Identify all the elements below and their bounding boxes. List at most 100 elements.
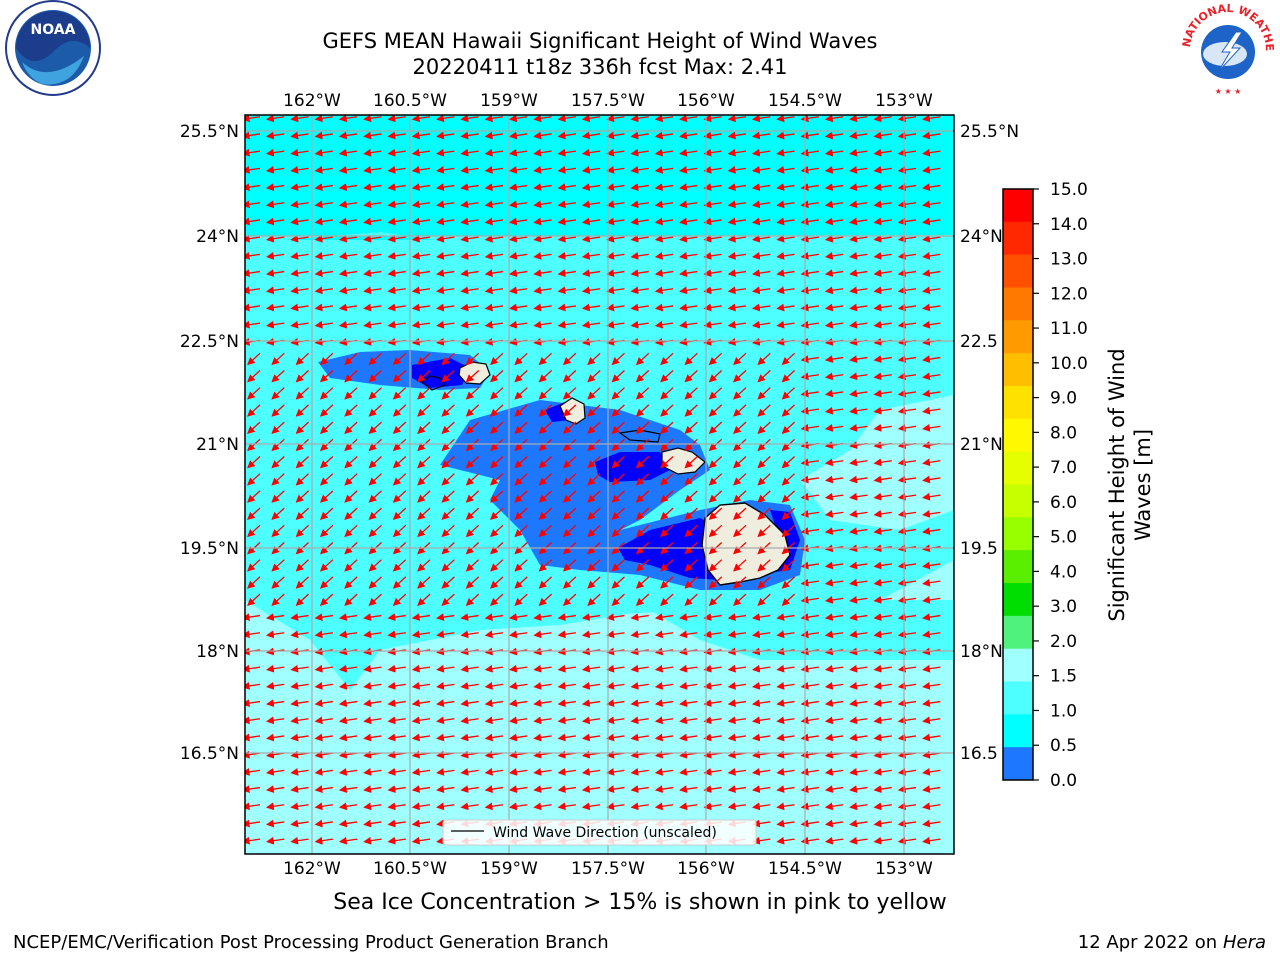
wind-wave-arrow: [873, 424, 892, 432]
lon-label-bottom: 162°W: [283, 859, 341, 879]
wind-wave-arrow: [679, 148, 698, 157]
wind-wave-arrow: [484, 148, 504, 157]
wind-wave-arrow: [849, 389, 868, 398]
wind-wave-arrow: [441, 387, 455, 400]
wind-wave-arrow: [387, 286, 406, 295]
wind-wave-arrow: [873, 269, 892, 277]
wind-wave-arrow: [897, 200, 917, 209]
wind-wave-arrow: [266, 716, 285, 725]
wind-wave-arrow: [245, 234, 261, 243]
wind-wave-arrow: [465, 559, 480, 572]
wind-wave-arrow: [509, 166, 528, 174]
wind-wave-arrow: [630, 200, 649, 209]
wind-wave-arrow: [387, 166, 406, 174]
wind-wave-arrow: [679, 115, 698, 123]
wind-wave-arrow: [922, 510, 941, 518]
wind-wave-arrow: [849, 596, 868, 604]
wind-wave-arrow: [387, 148, 406, 157]
wind-wave-arrow: [319, 370, 334, 383]
wind-wave-arrow: [581, 286, 601, 295]
wind-wave-arrow: [411, 286, 431, 295]
colorbar-segment: [1003, 418, 1033, 453]
wind-wave-arrow: [733, 438, 747, 452]
wind-wave-arrow: [295, 490, 310, 503]
wind-wave-arrow: [897, 596, 917, 604]
wind-wave-arrow: [266, 320, 285, 329]
wind-wave-arrow: [290, 716, 309, 725]
wind-wave-arrow: [824, 699, 844, 707]
wind-wave-arrow: [557, 682, 576, 690]
wind-wave-arrow: [441, 352, 455, 366]
wind-wave-arrow: [635, 404, 650, 417]
lon-label-bottom: 154.5°W: [768, 859, 842, 879]
colorbar-tick-label: 12.0: [1050, 284, 1088, 304]
wind-wave-arrow: [514, 370, 528, 383]
wind-wave-arrow: [271, 421, 285, 434]
wind-wave-arrow: [392, 404, 407, 417]
wind-wave-arrow: [635, 421, 650, 434]
wind-wave-arrow: [417, 352, 431, 366]
wind-wave-arrow: [387, 733, 406, 742]
wind-wave-arrow: [509, 217, 528, 226]
wind-wave-arrow: [314, 733, 333, 742]
wind-wave-arrow: [752, 131, 771, 140]
lon-label-top: 153°W: [875, 91, 933, 111]
wind-wave-arrow: [266, 200, 285, 209]
wind-wave-arrow: [509, 733, 528, 742]
wind-wave-arrow: [752, 148, 771, 157]
wind-wave-arrow: [387, 630, 406, 639]
wind-wave-arrow: [684, 352, 698, 366]
wind-wave-arrow: [635, 352, 650, 366]
wind-wave-arrow: [606, 166, 625, 174]
wind-wave-arrow: [514, 421, 528, 434]
wind-wave-arrow: [363, 148, 382, 157]
wind-wave-arrow: [630, 269, 649, 277]
wind-wave-arrow: [417, 438, 431, 452]
wind-wave-arrow: [703, 286, 722, 295]
wind-wave-arrow: [679, 716, 698, 725]
wind-wave-arrow: [557, 131, 576, 140]
wind-wave-arrow: [752, 613, 771, 621]
wind-wave-arrow: [245, 286, 261, 295]
wind-wave-arrow: [411, 131, 431, 140]
lat-label-right: 19.5: [960, 539, 998, 559]
wind-wave-arrow: [557, 148, 576, 157]
wind-wave-arrow: [266, 131, 285, 140]
wind-wave-arrow: [581, 716, 601, 725]
wind-wave-arrow: [290, 613, 309, 621]
wind-wave-arrow: [684, 421, 698, 434]
wind-wave-arrow: [654, 115, 674, 123]
wind-wave-arrow: [849, 664, 868, 673]
wind-wave-arrow: [514, 576, 528, 589]
wind-wave-arrow: [922, 252, 941, 260]
colorbar-segment: [1003, 714, 1033, 748]
wind-wave-arrow: [509, 630, 528, 639]
wind-wave-arrow: [897, 303, 917, 312]
wind-wave-arrow: [490, 387, 504, 400]
wind-wave-arrow: [338, 166, 358, 174]
wind-wave-arrow: [533, 148, 552, 157]
wind-wave-arrow: [319, 507, 334, 520]
wind-wave-arrow: [460, 252, 479, 260]
wind-wave-arrow: [363, 131, 382, 140]
wind-wave-arrow: [533, 664, 552, 673]
wind-wave-arrow: [708, 404, 723, 417]
wind-wave-arrow: [484, 217, 504, 226]
wind-wave-arrow: [849, 699, 868, 707]
wind-wave-arrow: [654, 183, 674, 191]
wind-wave-arrow: [490, 559, 504, 572]
wind-wave-arrow: [245, 217, 261, 226]
wind-wave-arrow: [581, 200, 601, 209]
wind-wave-arrow: [295, 559, 310, 572]
wind-wave-arrow: [849, 510, 868, 518]
wind-wave-arrow: [411, 699, 431, 707]
wind-wave-arrow: [295, 421, 310, 434]
wind-wave-arrow: [660, 524, 674, 538]
wind-wave-arrow: [684, 370, 698, 383]
wind-wave-arrow: [271, 524, 285, 538]
wind-wave-arrow: [338, 148, 358, 157]
wind-wave-arrow: [295, 387, 310, 400]
wind-wave-arrow: [824, 269, 844, 277]
wind-wave-arrow: [271, 438, 285, 452]
wind-wave-arrow: [849, 320, 868, 329]
